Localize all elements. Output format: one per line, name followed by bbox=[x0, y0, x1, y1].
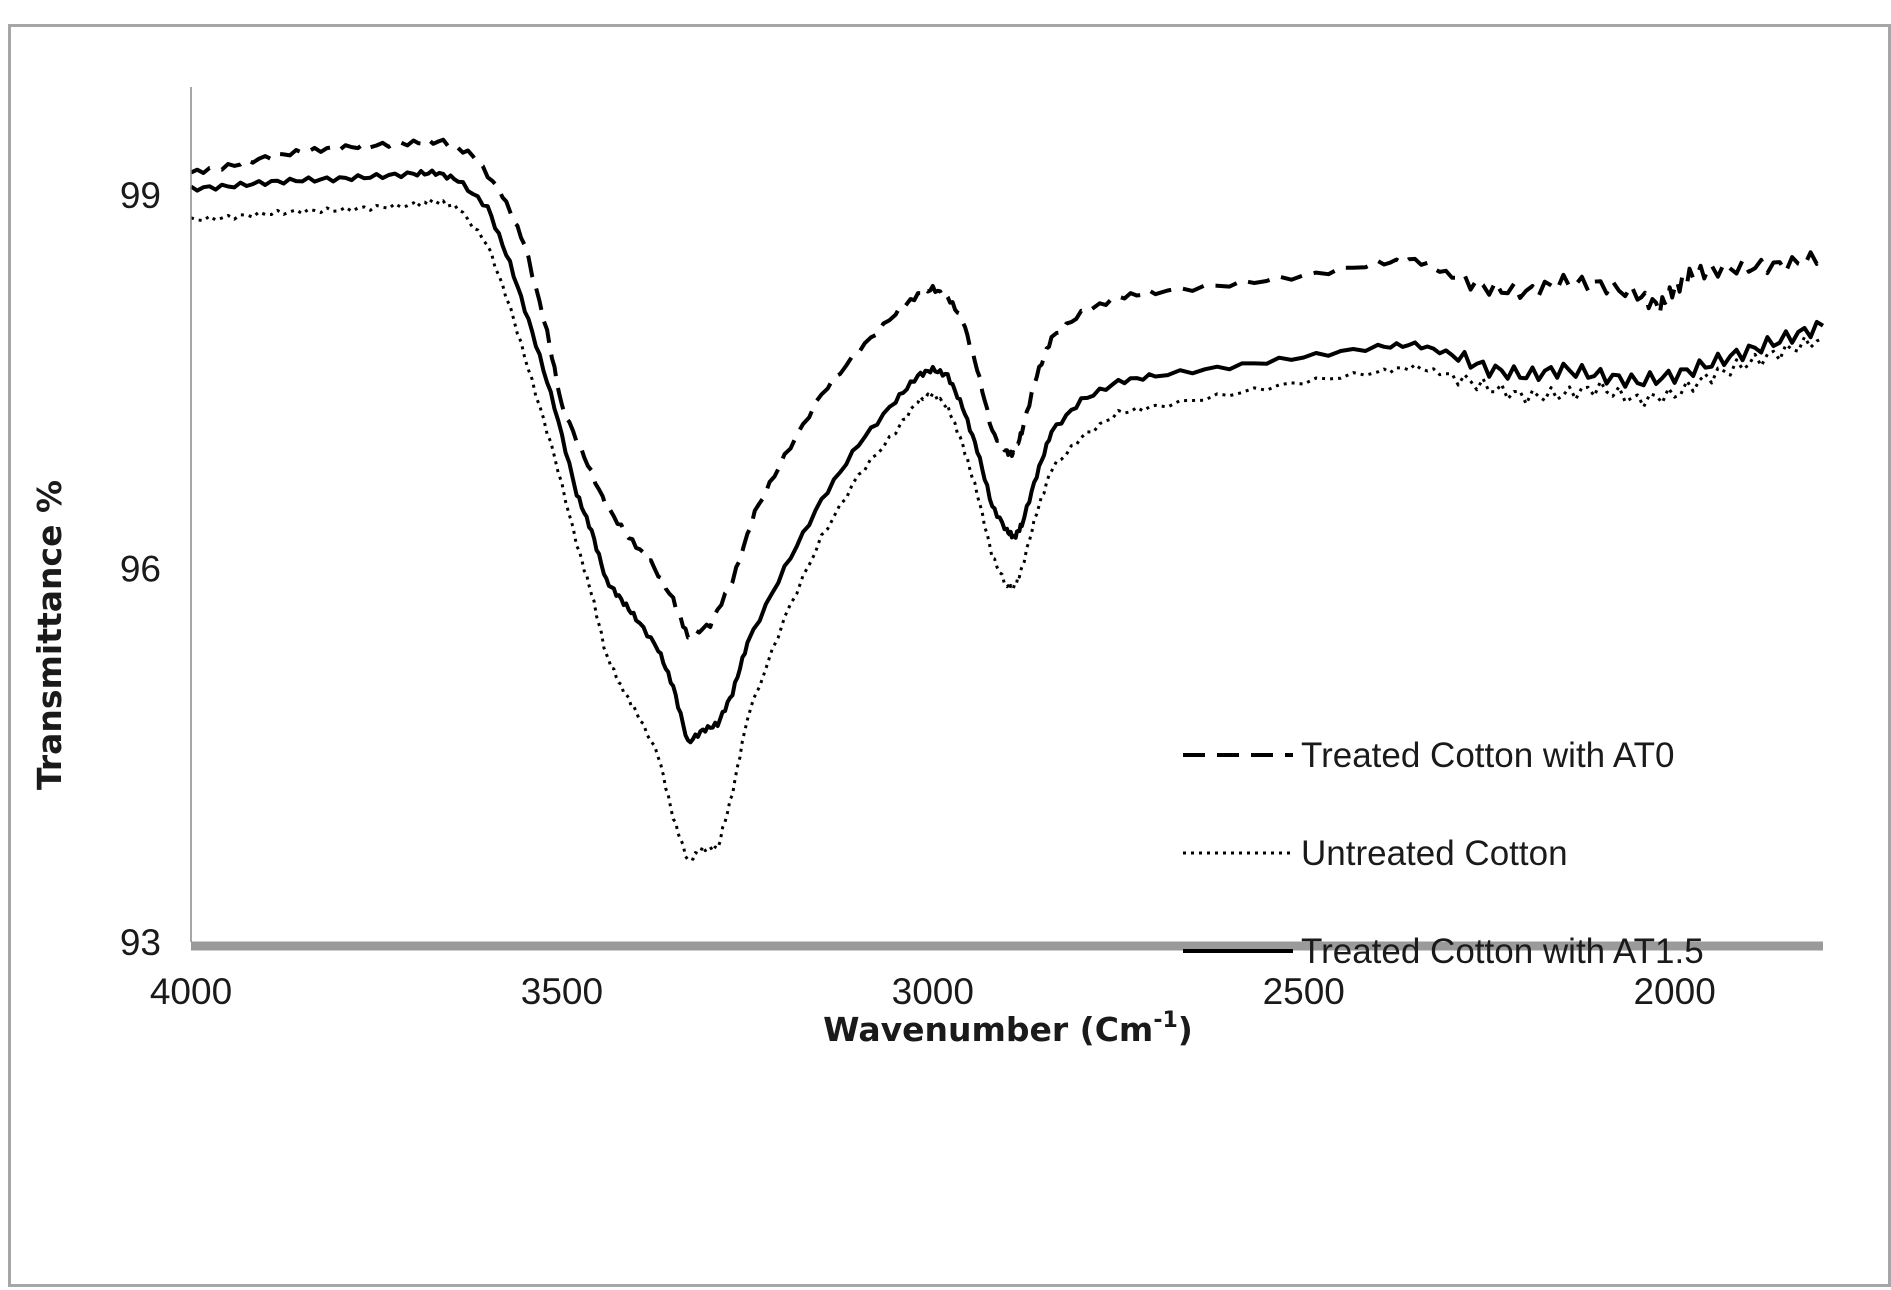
chart-frame: 93 96 99 4000 3500 3000 2500 2000 Treated Cotto… bbox=[8, 24, 1891, 1287]
legend-label-3: Treated Cotton with AT1.5 bbox=[1301, 932, 1704, 971]
x-tick-label: 3500 bbox=[521, 971, 603, 1012]
y-axis-title: Transmittance % bbox=[30, 480, 69, 790]
axes-layer bbox=[190, 87, 1823, 951]
x-tick-label: 4000 bbox=[150, 971, 232, 1012]
y-tick-label: 93 bbox=[120, 922, 161, 963]
legend-label-2: Untreated Cotton bbox=[1301, 834, 1568, 873]
series-line-3 bbox=[189, 168, 1825, 745]
y-tick-label: 96 bbox=[120, 549, 161, 590]
x-axis-title-close: ) bbox=[1178, 1010, 1193, 1049]
y-tick-label: 99 bbox=[120, 175, 161, 216]
legend-label-1: Treated Cotton with AT0 bbox=[1301, 736, 1675, 775]
ticks-layer: 93 96 99 4000 3500 3000 2500 2000 bbox=[120, 175, 1716, 1012]
legend: Treated Cotton with AT0 Untreated Cotton T… bbox=[1183, 736, 1704, 971]
x-tick-label: 2000 bbox=[1633, 971, 1715, 1012]
x-tick-label: 2500 bbox=[1263, 971, 1345, 1012]
x-tick-label: 3000 bbox=[892, 971, 974, 1012]
series-line-2 bbox=[190, 198, 1824, 862]
series-line-1 bbox=[190, 137, 1825, 640]
x-axis-title-superscript: -1 bbox=[1153, 1008, 1177, 1033]
x-axis-title-text: Wavenumber (Cm bbox=[823, 1010, 1153, 1049]
series-layer bbox=[189, 137, 1825, 862]
x-axis-title: Wavenumber (Cm-1) bbox=[823, 1008, 1193, 1049]
ftir-chart: 93 96 99 4000 3500 3000 2500 2000 Treated Cotto… bbox=[30, 87, 1825, 1049]
